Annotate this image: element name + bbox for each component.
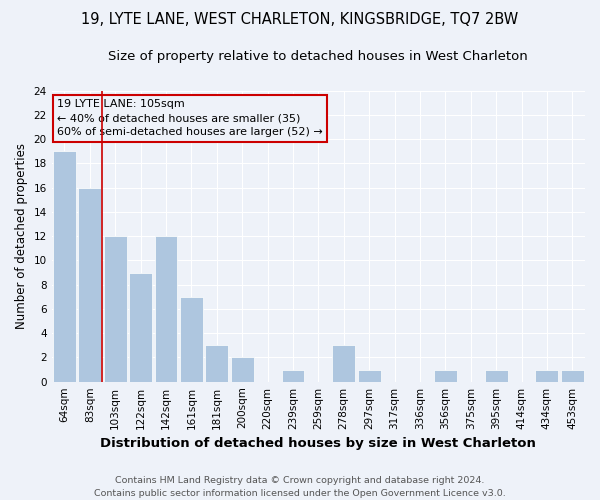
Bar (535, 370, 559, 382)
Bar (205, 346, 228, 382)
Bar (434, 370, 457, 382)
Bar (104, 236, 127, 382)
Bar (485, 370, 508, 382)
Title: Size of property relative to detached houses in West Charleton: Size of property relative to detached ho… (109, 50, 528, 63)
Bar (155, 236, 178, 382)
Text: 19 LYTE LANE: 105sqm
← 40% of detached houses are smaller (35)
60% of semi-detac: 19 LYTE LANE: 105sqm ← 40% of detached h… (57, 100, 323, 138)
Bar (332, 346, 355, 382)
Bar (53, 151, 76, 382)
Text: Contains HM Land Registry data © Crown copyright and database right 2024.
Contai: Contains HM Land Registry data © Crown c… (94, 476, 506, 498)
X-axis label: Distribution of detached houses by size in West Charleton: Distribution of detached houses by size … (100, 437, 536, 450)
Bar (79, 188, 101, 382)
Text: 19, LYTE LANE, WEST CHARLETON, KINGSBRIDGE, TQ7 2BW: 19, LYTE LANE, WEST CHARLETON, KINGSBRID… (82, 12, 518, 28)
Bar (129, 272, 152, 382)
Bar (231, 358, 254, 382)
Bar (358, 370, 380, 382)
Bar (281, 370, 304, 382)
Bar (180, 297, 203, 382)
Y-axis label: Number of detached properties: Number of detached properties (15, 143, 28, 329)
Bar (561, 370, 584, 382)
